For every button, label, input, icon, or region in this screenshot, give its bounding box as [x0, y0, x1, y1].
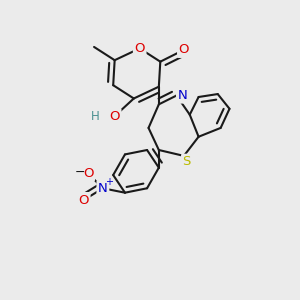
Text: +: + — [105, 177, 113, 187]
Text: O: O — [110, 110, 120, 123]
Text: O: O — [83, 167, 93, 180]
Text: O: O — [79, 194, 89, 207]
Text: S: S — [183, 155, 191, 168]
Text: H: H — [91, 110, 100, 123]
Text: −: − — [75, 166, 85, 178]
Text: N: N — [98, 182, 108, 195]
Text: O: O — [178, 44, 189, 56]
Text: O: O — [134, 42, 145, 55]
Text: N: N — [178, 89, 187, 102]
